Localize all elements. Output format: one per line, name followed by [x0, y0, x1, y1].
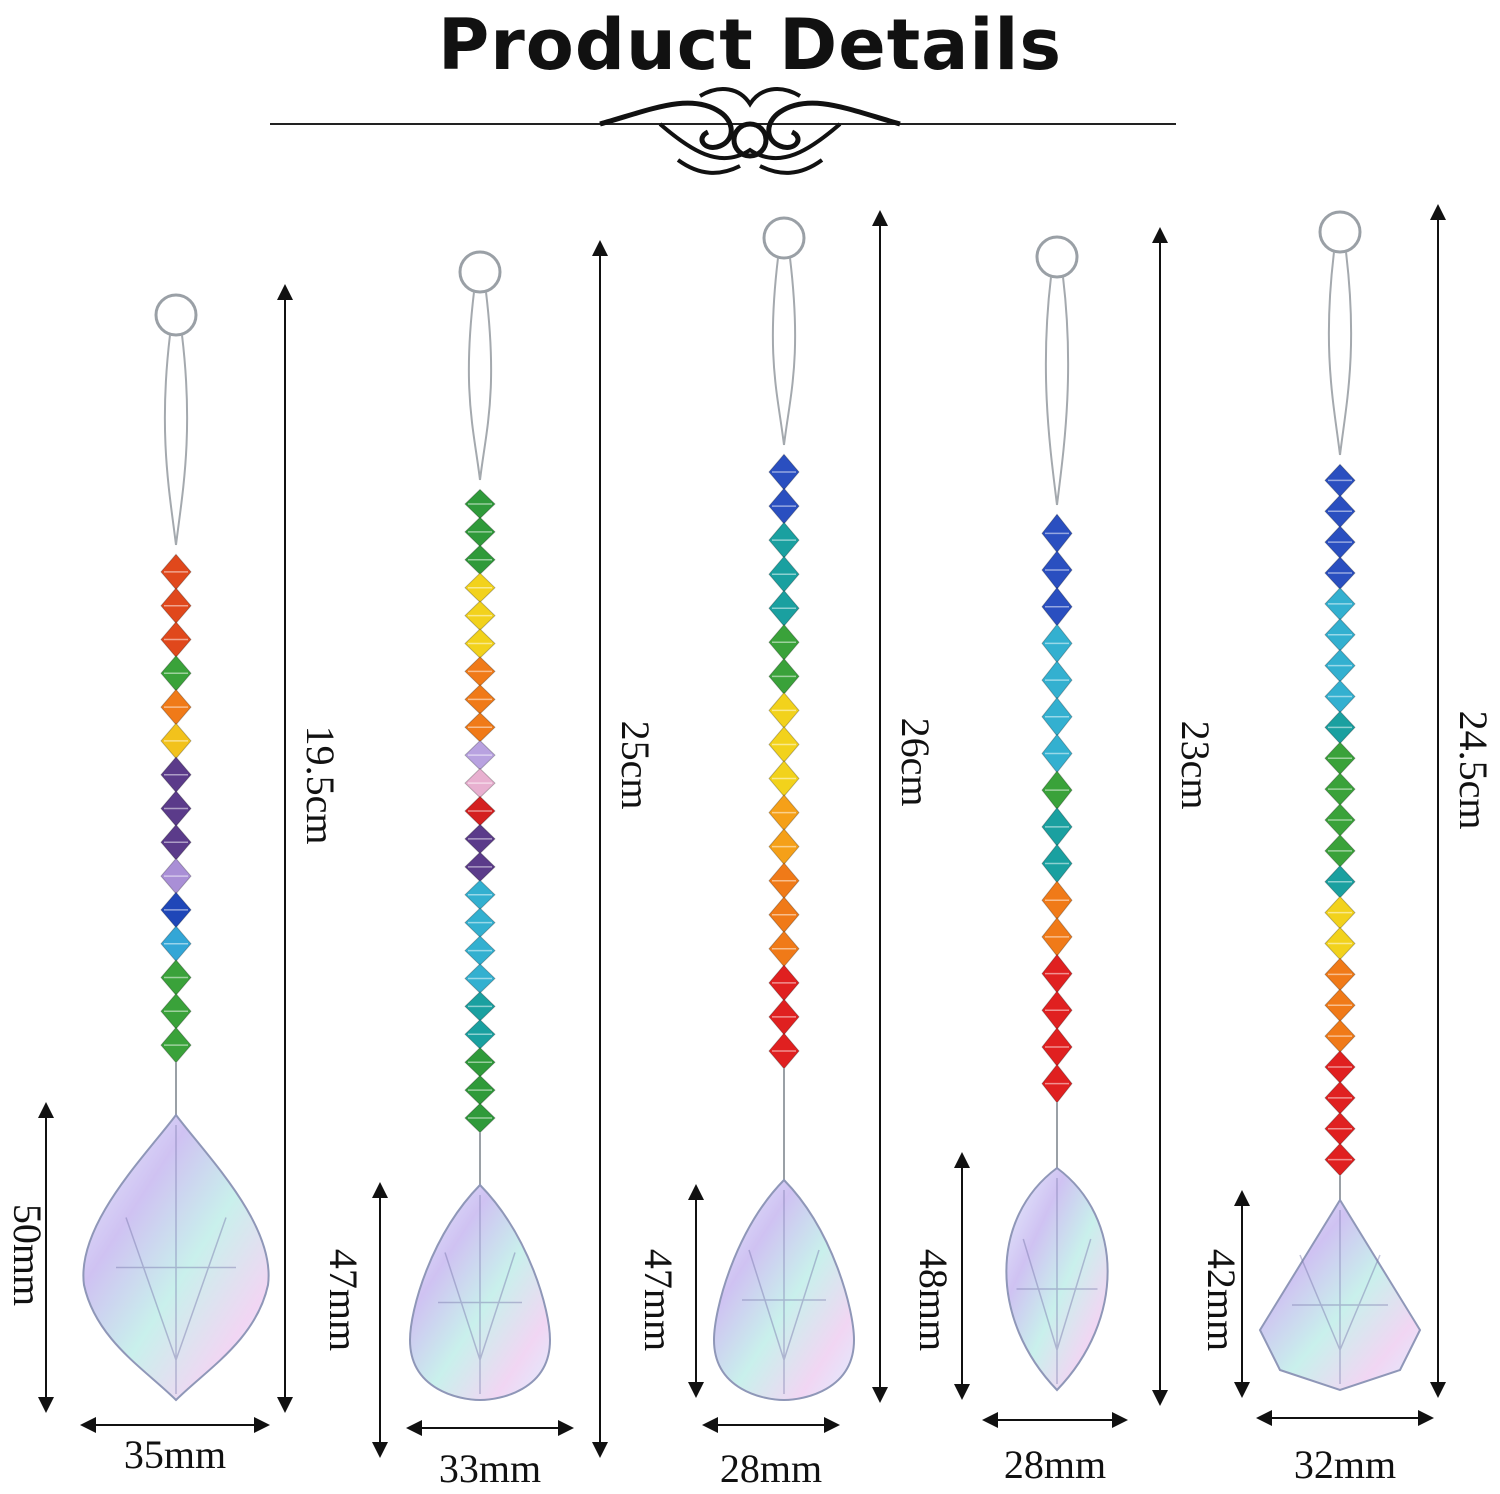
crystal-pendant [712, 1178, 856, 1402]
width-label: 28mm [1004, 1442, 1106, 1487]
hanging-ring [154, 293, 198, 337]
crystal-pendant [1258, 1198, 1422, 1392]
hanging-ring [762, 216, 806, 260]
product-1: 19.5cm 50mm 35mm [5, 284, 343, 1477]
product-5: 24.5cm 42mm 32mm [1199, 204, 1496, 1487]
wire-loop [163, 334, 189, 546]
hanging-ring [1318, 210, 1362, 254]
product-2: 25cm 47mm 33mm [321, 240, 658, 1491]
width-label: 28mm [720, 1446, 822, 1491]
crystal-pendant [1005, 1166, 1109, 1392]
width-label: 33mm [439, 1446, 541, 1491]
hanging-ring [1035, 235, 1079, 279]
height-label: 47mm [636, 1249, 681, 1351]
product-4: 23cm 48mm 28mm [911, 227, 1218, 1487]
hanging-ring [458, 250, 502, 294]
wire-loop [1044, 276, 1070, 506]
length-label: 26cm [893, 718, 938, 807]
ornament-divider [270, 87, 1176, 175]
length-label: 19.5cm [298, 726, 343, 845]
crystal-pendant [408, 1183, 552, 1402]
height-label: 47mm [321, 1249, 366, 1351]
height-label: 48mm [911, 1249, 956, 1351]
length-label: 25cm [613, 721, 658, 810]
wire-loop [771, 257, 797, 446]
wire-loop [467, 291, 493, 481]
length-label: 24.5cm [1451, 711, 1496, 830]
product-3: 26cm 47mm 28mm [636, 210, 938, 1491]
page-title: Product Details [437, 4, 1063, 86]
width-label: 35mm [124, 1432, 226, 1477]
wire-loop [1327, 251, 1353, 456]
crystal-pendant [82, 1113, 270, 1402]
height-label: 50mm [5, 1204, 50, 1306]
height-label: 42mm [1199, 1249, 1244, 1351]
length-label: 23cm [1173, 721, 1218, 810]
width-label: 32mm [1294, 1442, 1396, 1487]
